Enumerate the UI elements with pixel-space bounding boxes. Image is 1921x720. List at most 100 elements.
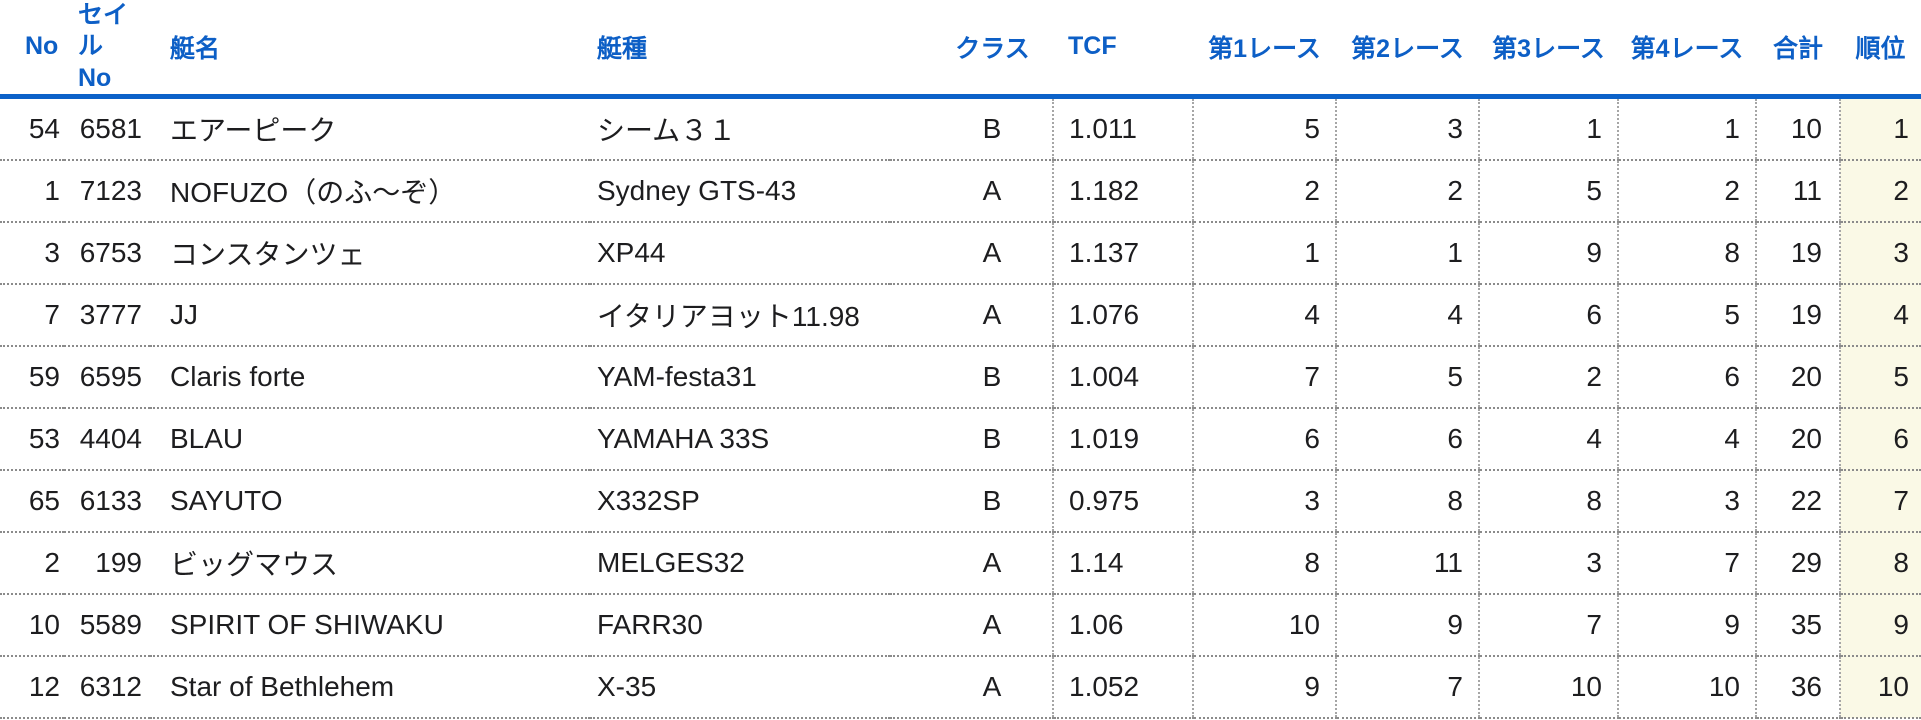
cell-rank: 2 — [1839, 159, 1921, 223]
cell-no: 65 — [0, 469, 64, 533]
table-row: 59 6595 Claris forte YAM-festa31 B 1.004… — [0, 345, 1921, 409]
cell-boat-name: Star of Bethlehem — [150, 655, 590, 719]
cell-race3: 8 — [1478, 469, 1618, 533]
header-race1: 第1レース — [1193, 0, 1336, 99]
cell-race2: 2 — [1335, 159, 1479, 223]
cell-race2: 6 — [1335, 407, 1479, 471]
cell-race1: 6 — [1192, 407, 1336, 471]
cell-race4: 3 — [1617, 469, 1756, 533]
header-race3: 第3レース — [1479, 0, 1618, 99]
cell-race1: 10 — [1192, 593, 1336, 657]
cell-no: 7 — [0, 283, 64, 347]
cell-rank: 3 — [1839, 221, 1921, 285]
cell-total: 22 — [1755, 469, 1840, 533]
cell-tcf: 1.019 — [1052, 407, 1193, 471]
cell-sail-no: 4404 — [64, 407, 150, 471]
cell-class: A — [890, 159, 1053, 223]
cell-sail-no: 6133 — [64, 469, 150, 533]
table-row: 65 6133 SAYUTO X332SP B 0.975 3 8 8 3 22… — [0, 469, 1921, 533]
cell-boat-name: BLAU — [150, 407, 590, 471]
cell-rank: 8 — [1839, 531, 1921, 595]
cell-rank: 4 — [1839, 283, 1921, 347]
cell-total: 20 — [1755, 407, 1840, 471]
cell-race2: 4 — [1335, 283, 1479, 347]
cell-no: 12 — [0, 655, 64, 719]
cell-sail-no: 3777 — [64, 283, 150, 347]
cell-total: 19 — [1755, 283, 1840, 347]
cell-boat-name: ビッグマウス — [150, 531, 590, 595]
cell-no: 2 — [0, 531, 64, 595]
cell-race3: 5 — [1478, 159, 1618, 223]
cell-race1: 4 — [1192, 283, 1336, 347]
cell-boat-name: SAYUTO — [150, 469, 590, 533]
table-row: 12 6312 Star of Bethlehem X-35 A 1.052 9… — [0, 655, 1921, 719]
cell-race1: 5 — [1192, 96, 1336, 161]
cell-boat-type: シーム３１ — [590, 96, 890, 161]
cell-tcf: 1.004 — [1052, 345, 1193, 409]
cell-rank: 1 — [1839, 96, 1921, 161]
cell-race4: 9 — [1617, 593, 1756, 657]
header-class: クラス — [890, 0, 1053, 99]
cell-race1: 8 — [1192, 531, 1336, 595]
cell-total: 20 — [1755, 345, 1840, 409]
cell-class: A — [890, 283, 1053, 347]
cell-boat-type: MELGES32 — [590, 531, 890, 595]
cell-race3: 6 — [1478, 283, 1618, 347]
cell-rank: 6 — [1839, 407, 1921, 471]
cell-sail-no: 199 — [64, 531, 150, 595]
cell-total: 29 — [1755, 531, 1840, 595]
cell-sail-no: 6595 — [64, 345, 150, 409]
header-boat-name: 艇名 — [150, 0, 590, 99]
table-row: 1 7123 NOFUZO（のふ〜ぞ） Sydney GTS-43 A 1.18… — [0, 159, 1921, 223]
header-row: No セイル No 艇名 艇種 クラス TCF 第1レース 第2レース 第3レー… — [0, 0, 1921, 99]
cell-boat-name: エアーピーク — [150, 96, 590, 161]
cell-boat-name: コンスタンツェ — [150, 221, 590, 285]
cell-race4: 2 — [1617, 159, 1756, 223]
table-row: 3 6753 コンスタンツェ XP44 A 1.137 1 1 9 8 19 3 — [0, 221, 1921, 285]
cell-class: A — [890, 221, 1053, 285]
cell-boat-type: X-35 — [590, 655, 890, 719]
cell-boat-type: XP44 — [590, 221, 890, 285]
cell-race4: 8 — [1617, 221, 1756, 285]
cell-race3: 7 — [1478, 593, 1618, 657]
header-boat-type: 艇種 — [590, 0, 890, 99]
cell-sail-no: 5589 — [64, 593, 150, 657]
cell-race1: 1 — [1192, 221, 1336, 285]
cell-race4: 6 — [1617, 345, 1756, 409]
cell-tcf: 1.182 — [1052, 159, 1193, 223]
cell-race3: 1 — [1478, 96, 1618, 161]
cell-race2: 7 — [1335, 655, 1479, 719]
cell-tcf: 1.011 — [1052, 96, 1193, 161]
cell-race3: 10 — [1478, 655, 1618, 719]
cell-race4: 4 — [1617, 407, 1756, 471]
header-sail-no: セイル No — [64, 0, 150, 99]
cell-rank: 5 — [1839, 345, 1921, 409]
cell-race1: 3 — [1192, 469, 1336, 533]
cell-sail-no: 6753 — [64, 221, 150, 285]
cell-tcf: 1.052 — [1052, 655, 1193, 719]
cell-boat-type: YAM-festa31 — [590, 345, 890, 409]
cell-class: B — [890, 407, 1053, 471]
cell-no: 1 — [0, 159, 64, 223]
cell-race3: 4 — [1478, 407, 1618, 471]
table-header: No セイル No 艇名 艇種 クラス TCF 第1レース 第2レース 第3レー… — [0, 0, 1921, 99]
table-row: 54 6581 エアーピーク シーム３１ B 1.011 5 3 1 1 10 … — [0, 96, 1921, 161]
results-tbody: 54 6581 エアーピーク シーム３１ B 1.011 5 3 1 1 10 … — [0, 96, 1921, 719]
cell-boat-type: イタリアヨット11.98 — [590, 283, 890, 347]
cell-race4: 10 — [1617, 655, 1756, 719]
header-total: 合計 — [1756, 0, 1840, 99]
cell-total: 10 — [1755, 96, 1840, 161]
cell-race2: 8 — [1335, 469, 1479, 533]
cell-boat-name: SPIRIT OF SHIWAKU — [150, 593, 590, 657]
cell-rank: 9 — [1839, 593, 1921, 657]
cell-race4: 7 — [1617, 531, 1756, 595]
cell-race3: 3 — [1478, 531, 1618, 595]
cell-no: 59 — [0, 345, 64, 409]
cell-race1: 9 — [1192, 655, 1336, 719]
cell-race1: 2 — [1192, 159, 1336, 223]
cell-boat-name: JJ — [150, 283, 590, 347]
cell-race2: 5 — [1335, 345, 1479, 409]
cell-sail-no: 6312 — [64, 655, 150, 719]
cell-tcf: 1.137 — [1052, 221, 1193, 285]
